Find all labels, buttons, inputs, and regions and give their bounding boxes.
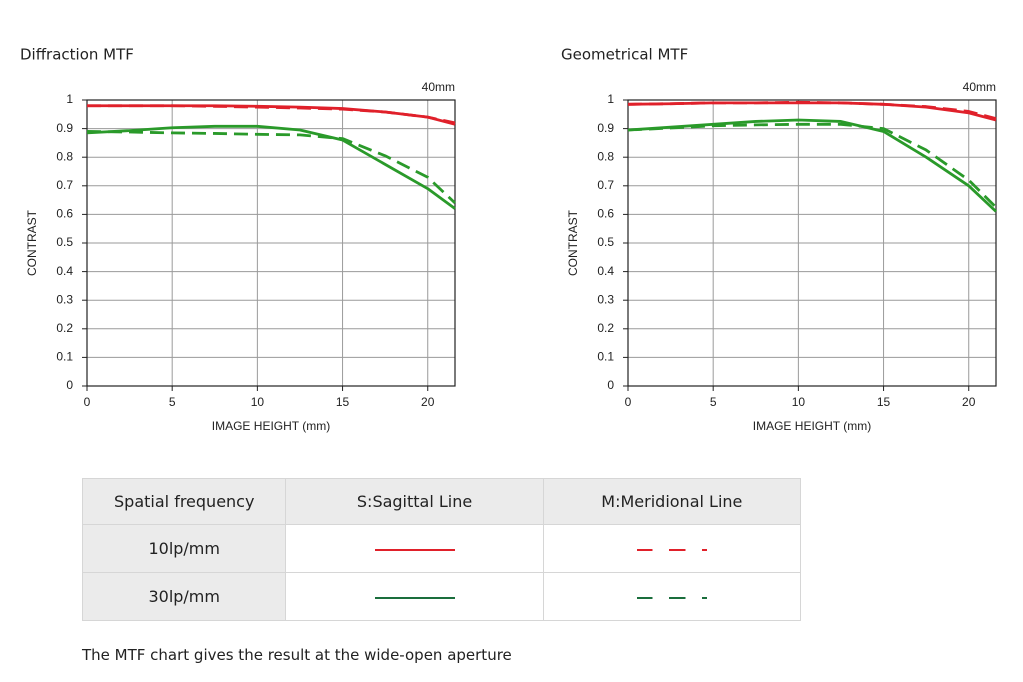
annotation: 40mm — [422, 80, 455, 94]
swatch-cell — [542, 524, 802, 573]
x-tick-label: 20 — [421, 395, 435, 409]
x-tick-label: 15 — [336, 395, 350, 409]
y-tick-label: 0 — [607, 378, 614, 392]
x-tick-label: 0 — [625, 395, 632, 409]
plot-frame — [86, 99, 456, 387]
y-axis-label: CONTRAST — [25, 209, 39, 276]
note: The MTF chart gives the result at the wi… — [82, 646, 512, 664]
line — [627, 122, 997, 209]
y-tick-label: 0.2 — [597, 321, 614, 335]
x-tick-label: 20 — [962, 395, 976, 409]
swatch-cell — [542, 572, 802, 621]
frequency: 30lp/mm — [81, 572, 287, 621]
y-tick-label: 1 — [607, 92, 614, 106]
swatch-cell — [285, 572, 544, 621]
chart-title: Geometrical MTF — [561, 46, 688, 64]
header-cell: S:Sagittal Line — [285, 478, 544, 525]
legend-table: Spatial frequency S:Sagittal Line M:Meri… — [81, 478, 802, 621]
row: 30lp/mm — [81, 572, 802, 621]
frequency: 10lp/mm — [81, 524, 287, 573]
swatch-cell — [285, 524, 544, 573]
y-tick-label: 0.6 — [597, 207, 614, 221]
x-axis-label: IMAGE HEIGHT (mm) — [212, 419, 330, 433]
y-tick-label: 0 — [66, 378, 73, 392]
line — [627, 101, 997, 122]
y-axis-label: CONTRAST — [566, 209, 580, 276]
y-tick-label: 0.3 — [597, 292, 614, 306]
line — [627, 100, 997, 120]
x-tick-label: 10 — [251, 395, 265, 409]
line — [86, 124, 456, 210]
x-tick-label: 5 — [710, 395, 717, 409]
swatch — [374, 548, 455, 551]
x-axis-label: IMAGE HEIGHT (mm) — [753, 419, 871, 433]
line — [627, 118, 997, 213]
header-cell: M:Meridional Line — [542, 478, 802, 525]
y-tick-label: 0.5 — [56, 235, 73, 249]
y-tick-label: 0.9 — [597, 121, 614, 135]
line — [87, 104, 456, 126]
charts: Diffraction MTF 40mm 0 0.1 0.2 0.3 0.4 0.5 0.6 0.… — [20, 46, 997, 433]
y-tick-label: 0.3 — [56, 292, 73, 306]
chart-title: Diffraction MTF — [20, 46, 134, 64]
annotation: 40mm — [963, 80, 996, 94]
header-row: Spatial frequency S:Sagittal Line M:Meri… — [81, 478, 802, 525]
row: 10lp/mm — [81, 524, 802, 573]
y-tick-label: 0.8 — [597, 149, 614, 163]
y-tick-label: 0.1 — [597, 350, 614, 364]
y-tick-label: 0.4 — [56, 264, 73, 278]
x-tick-label: 10 — [792, 395, 806, 409]
line — [87, 104, 456, 125]
swatch — [374, 596, 455, 599]
y-tick-label: 0.2 — [56, 321, 73, 335]
x-tick-label: 15 — [877, 395, 891, 409]
y-tick-label: 0.7 — [56, 178, 73, 192]
y-tick-label: 0.8 — [56, 149, 73, 163]
y-tick-label: 0.1 — [56, 350, 73, 364]
y-tick-label: 0.6 — [56, 207, 73, 221]
header-cell: Spatial frequency — [81, 478, 287, 525]
y-tick-label: 0.4 — [597, 264, 614, 278]
x-tick-label: 0 — [84, 395, 91, 409]
y-tick-label: 0.5 — [597, 235, 614, 249]
x-tick-label: 5 — [169, 395, 176, 409]
swatch — [636, 548, 707, 551]
y-tick-label: 0.7 — [597, 178, 614, 192]
plot-frame — [627, 99, 997, 387]
y-tick-label: 1 — [66, 92, 73, 106]
y-tick-label: 0.9 — [56, 121, 73, 135]
line — [86, 130, 456, 204]
swatch — [636, 596, 707, 599]
